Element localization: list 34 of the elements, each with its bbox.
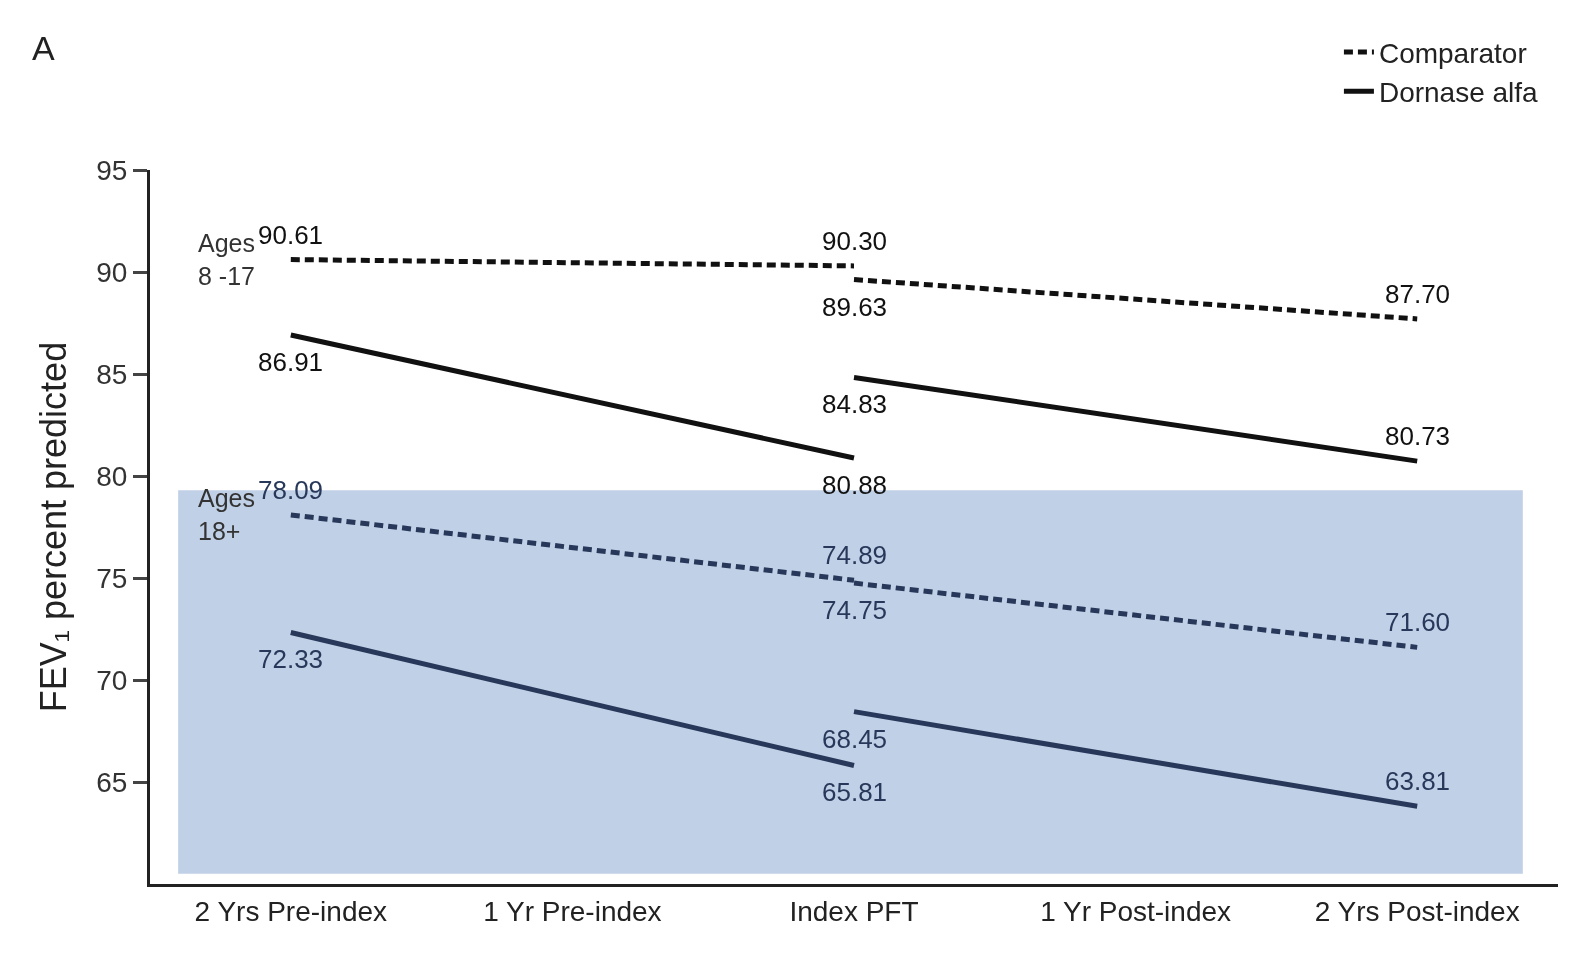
legend-label: Dornase alfa <box>1378 77 1539 109</box>
data-label: 63.81 <box>1385 766 1451 796</box>
data-label: 87.70 <box>1385 279 1451 309</box>
data-label: 86.91 <box>258 347 324 377</box>
data-label: 78.09 <box>258 475 324 505</box>
data-label: 74.75 <box>822 595 888 625</box>
data-label: 74.89 <box>822 540 888 570</box>
data-label: 71.60 <box>1385 607 1451 637</box>
y-tick-label: 80 <box>96 460 128 492</box>
data-label: 90.30 <box>822 226 888 256</box>
annotation: Ages 18+ <box>198 484 255 545</box>
data-label: 68.45 <box>822 724 888 754</box>
y-tick-label: 95 <box>96 154 128 186</box>
legend-label: Comparator <box>1378 37 1527 69</box>
data-label: 84.83 <box>822 389 888 419</box>
data-label: 90.61 <box>258 220 324 250</box>
x-tick-label: 2 Yrs Pre-index <box>194 895 388 927</box>
x-tick-label: 1 Yr Pre-index <box>483 895 662 927</box>
x-tick-label: 2 Yrs Post-index <box>1314 895 1520 927</box>
x-tick-label: Index PFT <box>789 895 919 927</box>
y-tick-label: 75 <box>96 562 128 594</box>
y-tick-label: 85 <box>96 358 128 390</box>
data-label: 72.33 <box>258 644 324 674</box>
text: A <box>32 29 55 67</box>
annotation: Ages 8 -17 <box>198 229 255 290</box>
y-axis-title: FEV₁ percent predicted <box>33 341 74 713</box>
data-label: 65.81 <box>822 777 888 807</box>
x-tick-label: 1 Yr Post-index <box>1040 895 1232 927</box>
y-tick-label: 65 <box>96 766 128 798</box>
data-label: 89.63 <box>822 292 888 322</box>
y-tick-label: 70 <box>96 664 128 696</box>
y-tick-label: 90 <box>96 256 128 288</box>
data-label: 80.73 <box>1385 421 1451 451</box>
data-label: 80.88 <box>822 470 888 500</box>
